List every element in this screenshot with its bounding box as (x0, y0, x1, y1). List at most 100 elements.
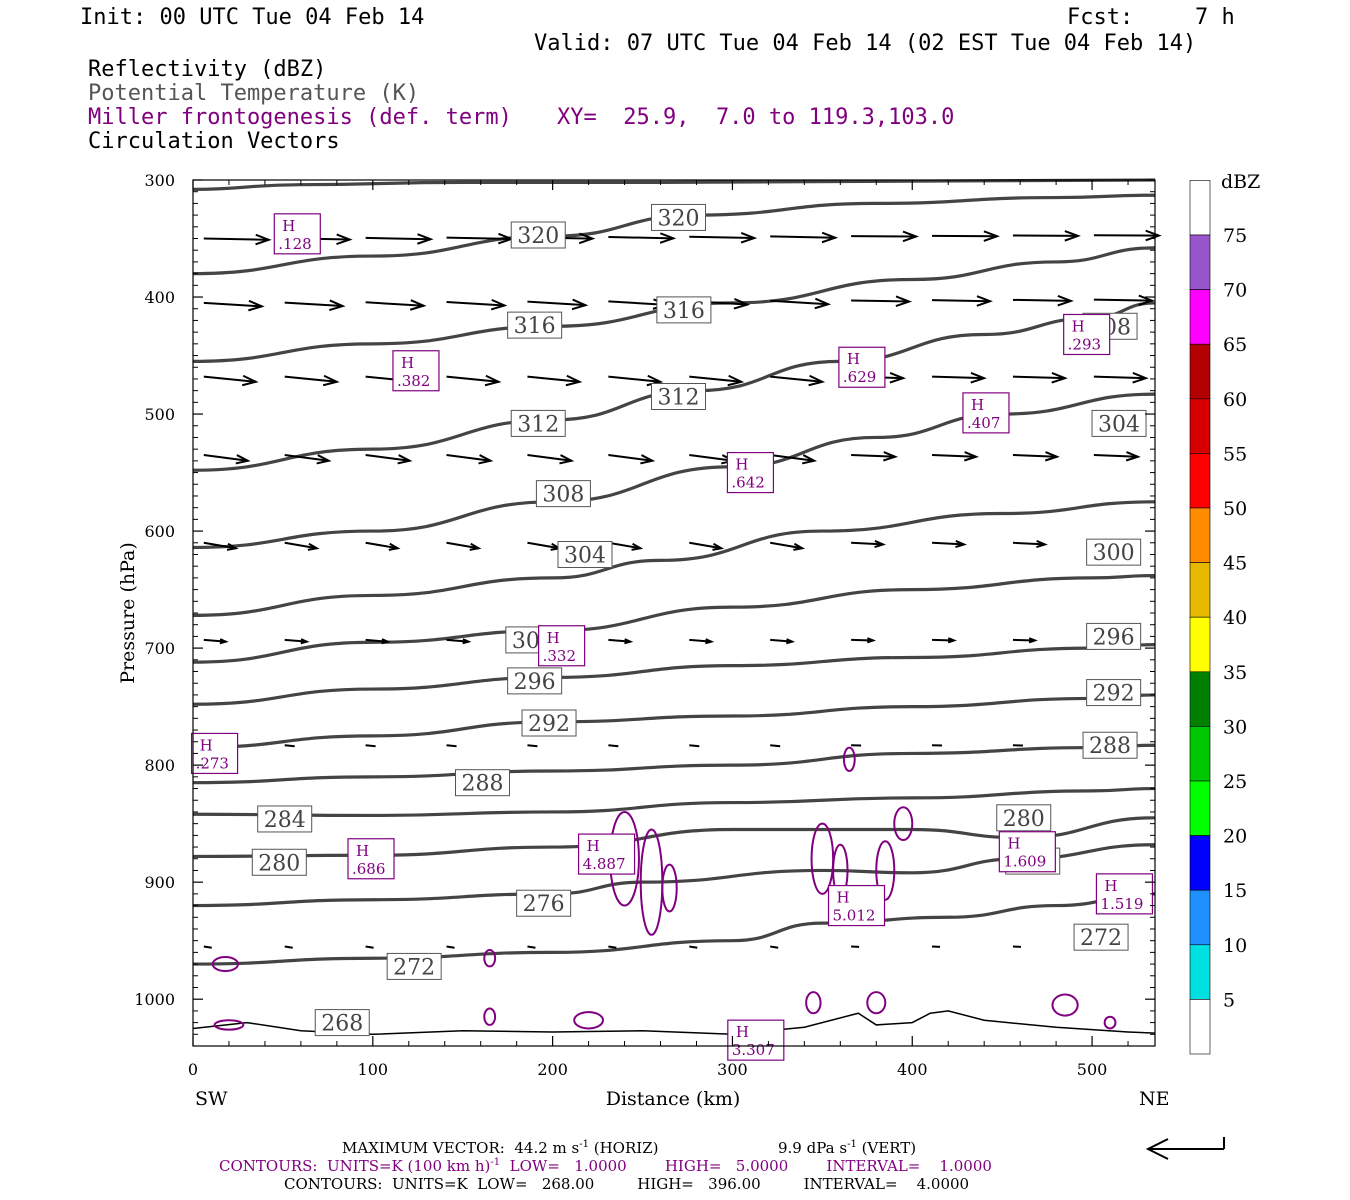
isentrope-label: 312 (510, 409, 566, 437)
circulation-vector (284, 454, 332, 465)
svg-text:280: 280 (258, 851, 300, 876)
isentrope-label: 320 (650, 203, 706, 231)
circulation-vector (689, 232, 758, 244)
circulation-vector (365, 541, 401, 551)
colorbar-label: 10 (1223, 935, 1247, 957)
isentrope-label: 284 (257, 805, 313, 833)
circulation-vector (446, 298, 508, 311)
svg-text:320: 320 (657, 206, 699, 231)
colorbar-segment (1189, 180, 1211, 236)
svg-text:H: H (1104, 877, 1117, 895)
circulation-vector (203, 454, 251, 465)
svg-text:H: H (847, 350, 860, 368)
isentrope-line-13 (192, 892, 1156, 966)
svg-text:288: 288 (1089, 734, 1131, 759)
isentrope-line-5 (192, 500, 1156, 617)
svg-text:304: 304 (1098, 412, 1140, 437)
svg-text:292: 292 (528, 712, 570, 737)
circulation-vector (851, 295, 913, 308)
frontogenesis-maximum: H.642 (726, 451, 775, 494)
isentrope-line-4 (192, 392, 1156, 550)
colorbar-label: 20 (1223, 826, 1247, 848)
svg-text:292: 292 (1093, 682, 1135, 707)
circulation-vector (608, 744, 619, 748)
svg-text:.332: .332 (543, 647, 576, 665)
x-axis-right-label: NE (1139, 1088, 1170, 1110)
circulation-vector (689, 638, 715, 645)
isentrope-line-8 (192, 693, 1156, 750)
circulation-vector (365, 744, 376, 748)
y-tick-label: 300 (144, 171, 175, 190)
colorbar-label: 65 (1223, 334, 1247, 356)
circulation-vector (770, 945, 779, 949)
colorbar-label: 35 (1223, 662, 1247, 684)
circulation-vector (284, 945, 293, 949)
frontogenesis-contour (661, 863, 678, 913)
circulation-vector (203, 374, 259, 387)
footer-sup-1: -1 (579, 1139, 589, 1150)
circulation-vector (1012, 539, 1048, 549)
footer-fronto-range: LOW= 1.0000 HIGH= 5.0000 INTERVAL= 1.000… (500, 1157, 992, 1175)
circulation-vector (284, 638, 310, 645)
field-circulation-vectors: Circulation Vectors (88, 129, 340, 154)
circulation-vector (608, 638, 634, 645)
svg-text:H: H (1072, 317, 1085, 335)
footer-fronto-units: CONTOURS: UNITS=K (100 km h) (219, 1157, 491, 1175)
frontogenesis-contour (893, 806, 914, 842)
isentrope-label: 304 (557, 540, 613, 568)
isentrope-line-6 (192, 573, 1156, 664)
frontogenesis-maximum: H.332 (538, 625, 586, 667)
colorbar-label: 60 (1223, 389, 1247, 411)
x-tick-label: 300 (717, 1060, 748, 1079)
colorbar-segment (1189, 343, 1211, 400)
circulation-vector (527, 945, 536, 949)
circulation-vector (284, 744, 295, 748)
frontogenesis-contour (1103, 1015, 1117, 1030)
y-tick-label: 900 (144, 873, 175, 892)
isentrope-label: 304 (1091, 409, 1147, 437)
frontogenesis-maximum: H3.307 (727, 1019, 785, 1061)
svg-text:H: H (356, 842, 369, 860)
colorbar-segment (1189, 562, 1211, 618)
y-tick-label: 400 (144, 288, 175, 307)
isentrope-label: 316 (507, 311, 563, 339)
x-tick-label: 500 (1077, 1060, 1108, 1079)
frontogenesis-maximum: H.686 (347, 838, 395, 880)
y-tick-label: 700 (144, 639, 175, 658)
colorbar-segment (1189, 671, 1211, 727)
circulation-vector (365, 299, 427, 311)
circulation-vector (1093, 229, 1162, 242)
frontogenesis-contour (866, 991, 887, 1015)
footer-sup-3: -1 (490, 1157, 501, 1168)
frontogenesis-contour (211, 956, 239, 973)
colorbar-segment (1189, 507, 1211, 563)
footer-max-vector-horiz: MAXIMUM VECTOR: 44.2 m s (342, 1139, 580, 1157)
isentrope-label: 276 (516, 889, 572, 917)
forecast-label: Fcst: (1067, 5, 1134, 30)
isentrope-label: 300 (1086, 538, 1142, 566)
frontogenesis-maximum: H4.887 (577, 833, 636, 875)
colorbar-label: 75 (1223, 225, 1247, 247)
circulation-vector (608, 945, 617, 949)
frontogenesis-maximum: H.128 (273, 213, 321, 255)
colorbar-segment (1189, 726, 1211, 782)
isentrope-label: 316 (656, 296, 712, 324)
colorbar-segment (1189, 289, 1211, 345)
svg-text:308: 308 (542, 483, 584, 508)
y-tick-label: 800 (144, 756, 175, 775)
isentrope-line-9 (192, 743, 1156, 785)
svg-text:296: 296 (514, 670, 556, 695)
isentrope-line-3 (192, 301, 1156, 472)
circulation-vector (931, 451, 979, 462)
colorbar-segment (1189, 398, 1211, 454)
colorbar-label: 40 (1223, 607, 1247, 629)
isentrope-line-10 (192, 786, 1156, 818)
colorbar-label: 25 (1223, 771, 1247, 793)
svg-text:320: 320 (517, 224, 559, 249)
frontogenesis-contour (842, 746, 856, 772)
isentrope-label: 292 (1086, 679, 1142, 707)
circulation-vector (203, 299, 265, 312)
svg-text:H: H (1007, 835, 1020, 853)
circulation-vector (851, 637, 877, 644)
isentrope-label: 296 (1086, 622, 1142, 650)
